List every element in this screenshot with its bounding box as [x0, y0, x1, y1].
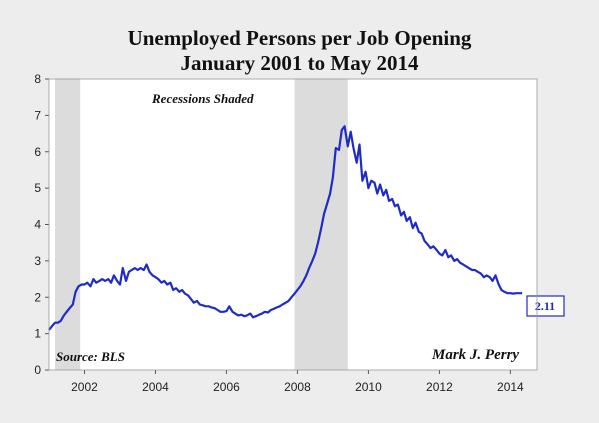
last-value-callout: 2.11	[526, 295, 565, 317]
y-tick-label: 6	[34, 145, 41, 159]
x-tick-label: 2004	[142, 380, 169, 394]
y-tick-label: 8	[34, 72, 41, 86]
series-line-unemployed-per-opening	[48, 125, 523, 331]
chart-title: Unemployed Persons per Job Opening	[127, 26, 472, 50]
x-tick-label: 2006	[213, 380, 240, 394]
author-note: Mark J. Perry	[431, 347, 519, 363]
last-value-box	[526, 295, 565, 317]
recession-bands	[55, 79, 348, 370]
source-note: Source: BLS	[56, 349, 125, 364]
x-axis: 2002 2004 2006 2008 2010 2012 2014	[71, 370, 524, 394]
y-tick-label: 7	[34, 108, 41, 122]
y-tick-label: 0	[34, 363, 41, 377]
x-tick-label: 2008	[284, 380, 311, 394]
x-tick-label: 2012	[426, 380, 453, 394]
y-tick-label: 3	[34, 254, 41, 268]
y-tick-label: 1	[34, 327, 41, 341]
chart-title-block: Unemployed Persons per Job Opening Janua…	[0, 26, 599, 76]
y-tick-label: 4	[34, 218, 41, 232]
y-tick-label: 5	[34, 181, 41, 195]
x-tick-label: 2002	[71, 380, 98, 394]
x-tick-label: 2010	[355, 380, 382, 394]
y-axis: 0 1 2 3 4 5 6 7 8	[34, 72, 49, 377]
plot-area	[49, 79, 537, 370]
chart-subtitle: January 2001 to May 2014	[180, 51, 419, 75]
recession-band-1	[55, 79, 81, 370]
x-tick-label: 2014	[497, 380, 524, 394]
plot-border	[48, 78, 538, 371]
last-value-label: 2.11	[535, 299, 555, 313]
recessions-note: Recessions Shaded	[151, 91, 254, 106]
y-tick-label: 2	[34, 290, 41, 304]
